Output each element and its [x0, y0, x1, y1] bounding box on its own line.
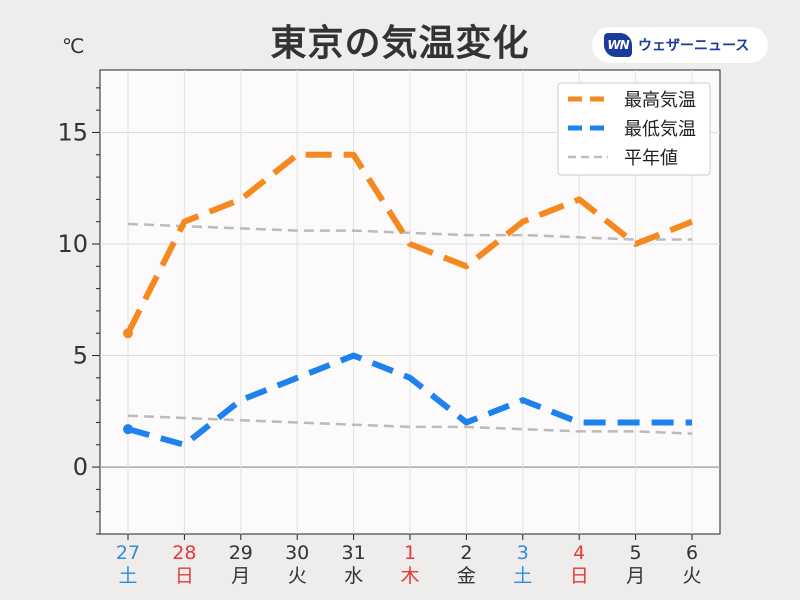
x-tick-weekday: 火: [682, 565, 701, 587]
normal-high-line: [127, 222, 692, 241]
y-tick-label: 15: [57, 118, 88, 146]
x-tick-weekday: 水: [344, 565, 363, 587]
x-tick-day: 3: [517, 542, 529, 564]
x-tick-weekday: 月: [626, 565, 645, 587]
legend-high-label: 最高気温: [624, 90, 696, 111]
legend-normal-label: 平年値: [624, 148, 678, 169]
normal-low-line: [127, 414, 693, 435]
x-tick-day: 30: [285, 542, 309, 564]
x-tick-weekday: 火: [288, 565, 307, 587]
x-tick-day: 5: [630, 542, 642, 564]
x-tick-day: 6: [686, 542, 698, 564]
x-tick-day: 27: [116, 542, 140, 564]
x-tick-weekday: 日: [175, 565, 194, 587]
legend-low-label: 最低気温: [624, 119, 696, 140]
brand-name: ウェザーニュース: [638, 38, 750, 54]
chart-title: 東京の気温変化: [270, 23, 530, 64]
low-temp-point: [123, 424, 133, 435]
x-tick-weekday: 金: [457, 565, 476, 587]
legend-box: [557, 82, 711, 176]
x-tick-day: 4: [573, 542, 585, 564]
x-tick-weekday: 木: [400, 565, 419, 587]
x-tick-day: 2: [460, 542, 472, 564]
x-tick-day: 31: [342, 542, 366, 564]
weathernews-logo-icon: WN: [604, 33, 632, 57]
x-tick-weekday: 土: [118, 565, 137, 587]
x-tick-weekday: 月: [231, 565, 250, 587]
x-tick-day: 29: [229, 542, 253, 564]
y-unit-label: ℃: [62, 34, 85, 58]
high-temp-point: [123, 328, 133, 339]
x-tick-weekday: 土: [513, 565, 532, 587]
y-tick-label: 0: [73, 453, 88, 481]
y-tick-label: 5: [73, 342, 88, 370]
x-tick-day: 28: [172, 542, 196, 564]
x-tick-weekday: 日: [570, 565, 589, 587]
y-tick-label: 10: [57, 230, 88, 258]
x-tick-day: 1: [404, 542, 416, 564]
brand-badge: WN ウェザーニュース: [592, 27, 768, 63]
